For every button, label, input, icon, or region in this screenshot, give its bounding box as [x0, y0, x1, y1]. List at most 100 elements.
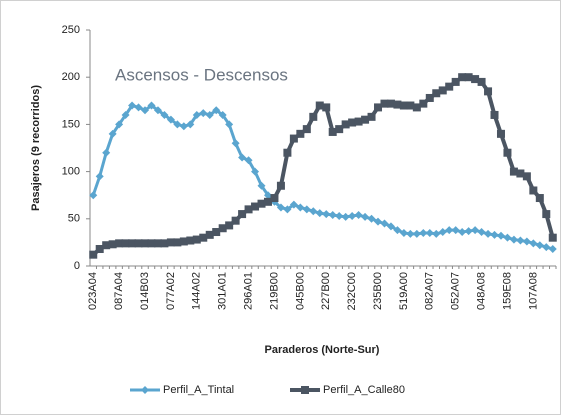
- marker: [199, 109, 208, 118]
- marker: [412, 229, 421, 238]
- x-tick-label: 232C00: [346, 272, 358, 311]
- marker: [464, 73, 473, 82]
- marker: [289, 200, 298, 209]
- marker: [419, 99, 428, 108]
- marker: [542, 210, 551, 219]
- marker: [108, 129, 117, 138]
- marker: [173, 120, 182, 129]
- x-tick-label: 087A04: [113, 272, 125, 310]
- marker: [451, 226, 460, 235]
- marker: [141, 239, 150, 248]
- x-tick-label: 301A01: [217, 272, 229, 310]
- marker: [186, 120, 195, 129]
- marker: [412, 103, 421, 112]
- marker: [166, 115, 175, 124]
- marker: [458, 73, 467, 82]
- marker: [296, 129, 305, 138]
- marker: [341, 212, 350, 221]
- x-tick-label: 159E08: [501, 272, 513, 310]
- marker: [516, 236, 525, 245]
- marker: [283, 148, 292, 157]
- legend-marker: [301, 386, 309, 394]
- marker: [270, 194, 279, 203]
- marker: [361, 115, 370, 124]
- marker: [425, 228, 434, 237]
- marker: [244, 156, 253, 165]
- marker: [386, 222, 395, 231]
- marker: [102, 241, 111, 250]
- marker: [166, 238, 175, 247]
- marker: [322, 210, 331, 219]
- marker: [257, 181, 266, 190]
- x-tick-label: 227B00: [320, 272, 332, 310]
- x-tick-label: 023A04: [87, 272, 99, 310]
- marker: [302, 125, 311, 134]
- x-tick-label: 048A08: [475, 272, 487, 310]
- marker: [419, 228, 428, 237]
- x-tick-label: 077A02: [165, 272, 177, 310]
- legend-label: Perfil_A_Tintal: [163, 384, 234, 396]
- marker: [496, 129, 505, 138]
- marker: [231, 139, 240, 148]
- marker: [231, 216, 240, 225]
- x-tick-label: 045B00: [294, 272, 306, 310]
- marker: [503, 148, 512, 157]
- marker: [147, 239, 156, 248]
- marker: [315, 209, 324, 218]
- marker: [115, 239, 124, 248]
- marker: [348, 118, 357, 127]
- marker: [192, 110, 201, 119]
- marker: [121, 239, 130, 248]
- marker: [147, 101, 156, 110]
- marker: [179, 237, 188, 246]
- marker: [225, 221, 234, 230]
- marker: [283, 205, 292, 214]
- marker: [89, 191, 98, 200]
- marker: [141, 106, 150, 115]
- marker: [548, 233, 557, 242]
- marker: [477, 77, 486, 86]
- marker: [393, 226, 402, 235]
- marker: [490, 230, 499, 239]
- marker: [432, 229, 441, 238]
- marker: [516, 169, 525, 178]
- annotation: Ascensos - Descensos: [115, 65, 288, 84]
- x-tick-label: 519A00: [398, 272, 410, 310]
- marker: [529, 186, 538, 195]
- marker: [173, 238, 182, 247]
- marker: [380, 99, 389, 108]
- marker: [380, 219, 389, 228]
- marker: [212, 228, 221, 237]
- marker: [458, 228, 467, 237]
- marker: [335, 211, 344, 220]
- marker: [471, 75, 480, 84]
- marker: [315, 101, 324, 110]
- marker: [354, 117, 363, 126]
- marker: [406, 101, 415, 110]
- marker: [451, 77, 460, 86]
- marker: [477, 228, 486, 237]
- marker: [289, 134, 298, 143]
- marker: [367, 112, 376, 121]
- marker: [309, 112, 318, 121]
- marker: [445, 82, 454, 91]
- x-tick-label: 052A07: [450, 272, 462, 310]
- marker: [153, 239, 162, 248]
- y-tick-label: 250: [62, 24, 80, 36]
- marker: [328, 211, 337, 220]
- marker: [484, 87, 493, 96]
- marker: [529, 239, 538, 248]
- marker: [399, 228, 408, 237]
- marker: [464, 227, 473, 236]
- marker: [199, 233, 208, 242]
- marker: [108, 240, 117, 249]
- marker: [322, 103, 331, 112]
- marker: [425, 93, 434, 102]
- marker: [102, 148, 111, 157]
- marker: [89, 250, 98, 259]
- marker: [509, 167, 518, 176]
- marker: [522, 237, 531, 246]
- marker: [128, 101, 137, 110]
- y-tick-label: 0: [74, 260, 80, 272]
